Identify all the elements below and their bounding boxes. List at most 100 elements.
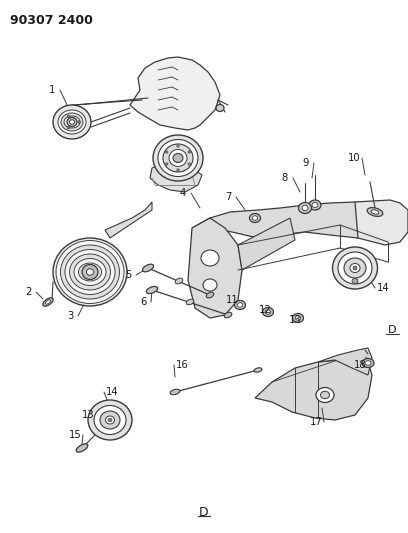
Text: 1: 1: [49, 85, 55, 95]
Ellipse shape: [344, 258, 366, 278]
Ellipse shape: [201, 250, 219, 266]
Ellipse shape: [188, 163, 191, 165]
Ellipse shape: [309, 200, 321, 210]
Polygon shape: [105, 202, 152, 238]
Text: 3: 3: [67, 311, 73, 321]
Text: D: D: [388, 325, 396, 335]
Ellipse shape: [58, 110, 86, 134]
Ellipse shape: [295, 316, 301, 320]
Ellipse shape: [76, 444, 88, 452]
Polygon shape: [130, 57, 220, 130]
Text: 2: 2: [25, 287, 31, 297]
Ellipse shape: [45, 300, 51, 304]
Text: D: D: [199, 505, 209, 519]
Ellipse shape: [64, 116, 80, 128]
Ellipse shape: [56, 240, 124, 303]
Ellipse shape: [108, 418, 112, 422]
Ellipse shape: [350, 263, 360, 272]
Ellipse shape: [69, 254, 111, 290]
Text: 14: 14: [106, 387, 118, 397]
Ellipse shape: [67, 117, 77, 126]
Ellipse shape: [53, 238, 127, 306]
Ellipse shape: [250, 214, 260, 222]
Ellipse shape: [302, 205, 308, 211]
Ellipse shape: [170, 389, 180, 395]
Ellipse shape: [146, 286, 157, 294]
Ellipse shape: [94, 406, 126, 434]
Text: 10: 10: [348, 153, 360, 163]
Text: 7: 7: [225, 192, 231, 202]
Ellipse shape: [88, 400, 132, 440]
Ellipse shape: [353, 266, 357, 270]
Ellipse shape: [253, 216, 257, 220]
Polygon shape: [192, 202, 390, 238]
Ellipse shape: [86, 269, 93, 275]
Ellipse shape: [203, 279, 217, 291]
Text: 14: 14: [377, 283, 389, 293]
Polygon shape: [355, 200, 408, 245]
Ellipse shape: [177, 145, 179, 147]
Text: 17: 17: [310, 417, 322, 427]
Ellipse shape: [293, 313, 304, 322]
Ellipse shape: [216, 104, 224, 111]
Ellipse shape: [299, 203, 311, 214]
Ellipse shape: [224, 312, 232, 318]
Text: 5: 5: [125, 270, 131, 280]
Ellipse shape: [158, 140, 198, 176]
Ellipse shape: [365, 361, 371, 365]
Text: 8: 8: [282, 173, 288, 183]
Ellipse shape: [100, 411, 120, 429]
Ellipse shape: [163, 144, 193, 172]
Text: 13: 13: [289, 315, 302, 325]
Ellipse shape: [67, 115, 70, 118]
Ellipse shape: [235, 301, 246, 310]
Text: 16: 16: [175, 360, 188, 370]
Text: 15: 15: [69, 430, 81, 440]
Polygon shape: [318, 348, 372, 375]
Ellipse shape: [53, 105, 91, 139]
Ellipse shape: [78, 263, 102, 281]
Ellipse shape: [82, 264, 98, 279]
Ellipse shape: [262, 308, 273, 317]
Ellipse shape: [321, 391, 330, 399]
Ellipse shape: [352, 279, 358, 284]
Ellipse shape: [74, 259, 106, 286]
Ellipse shape: [61, 113, 83, 131]
Polygon shape: [255, 360, 372, 420]
Text: 9: 9: [303, 158, 309, 168]
Polygon shape: [150, 162, 202, 192]
Ellipse shape: [78, 121, 80, 123]
Ellipse shape: [169, 149, 187, 166]
Polygon shape: [238, 218, 295, 270]
Ellipse shape: [312, 203, 318, 207]
Ellipse shape: [175, 278, 183, 284]
Ellipse shape: [173, 154, 183, 163]
Text: 90307 2400: 90307 2400: [10, 14, 93, 27]
Ellipse shape: [206, 292, 214, 298]
Ellipse shape: [186, 299, 194, 305]
Ellipse shape: [166, 151, 168, 154]
Ellipse shape: [67, 126, 70, 129]
Ellipse shape: [43, 298, 53, 306]
Text: 12: 12: [259, 305, 271, 315]
Ellipse shape: [316, 387, 334, 402]
Text: 11: 11: [226, 295, 238, 305]
Text: 4: 4: [180, 188, 186, 198]
Ellipse shape: [237, 303, 243, 307]
Ellipse shape: [69, 120, 75, 124]
Ellipse shape: [371, 210, 379, 214]
Polygon shape: [188, 218, 242, 318]
Ellipse shape: [106, 416, 115, 424]
Ellipse shape: [188, 151, 191, 154]
Ellipse shape: [333, 247, 377, 289]
Ellipse shape: [338, 252, 372, 284]
Ellipse shape: [177, 169, 179, 171]
Ellipse shape: [166, 163, 168, 165]
Ellipse shape: [265, 310, 271, 314]
Ellipse shape: [153, 135, 203, 181]
Text: 18: 18: [354, 360, 366, 370]
Text: 13: 13: [82, 410, 94, 420]
Ellipse shape: [60, 245, 120, 299]
Ellipse shape: [362, 359, 374, 367]
Ellipse shape: [254, 368, 262, 372]
